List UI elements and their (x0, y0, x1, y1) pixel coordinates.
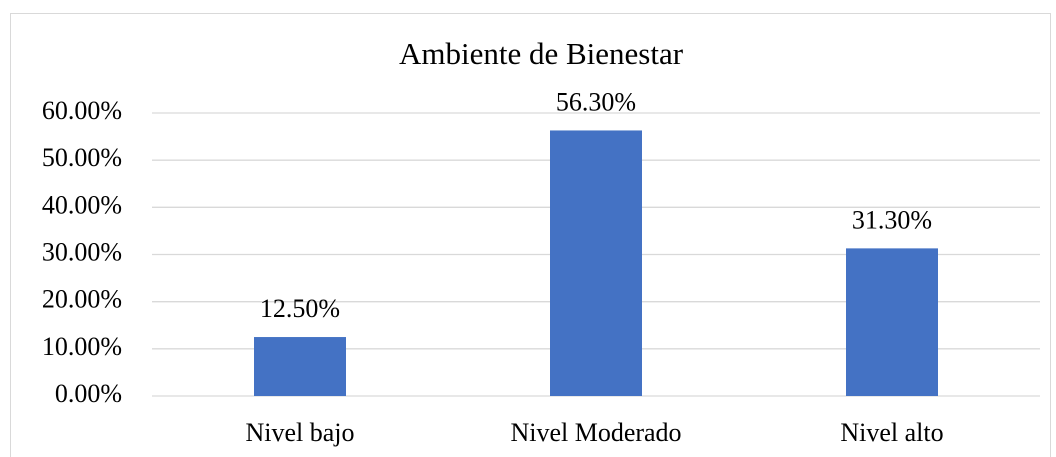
data-label: 31.30% (852, 205, 932, 234)
x-tick-label: Nivel bajo (245, 418, 354, 447)
x-tick-label: Nivel Moderado (510, 418, 681, 447)
chart-title: Ambiente de Bienestar (399, 36, 684, 71)
y-tick-label: 0.00% (55, 379, 122, 408)
y-tick-label: 50.00% (42, 143, 122, 172)
y-tick-label: 60.00% (42, 96, 122, 125)
data-label: 56.30% (556, 87, 636, 116)
data-label: 12.50% (260, 294, 340, 323)
y-tick-label: 40.00% (42, 190, 122, 219)
bar (846, 248, 938, 396)
y-tick-label: 10.00% (42, 332, 122, 361)
y-tick-label: 20.00% (42, 285, 122, 314)
bar (254, 337, 346, 396)
x-tick-label: Nivel alto (840, 418, 943, 447)
bar (550, 130, 642, 396)
y-tick-label: 30.00% (42, 237, 122, 266)
